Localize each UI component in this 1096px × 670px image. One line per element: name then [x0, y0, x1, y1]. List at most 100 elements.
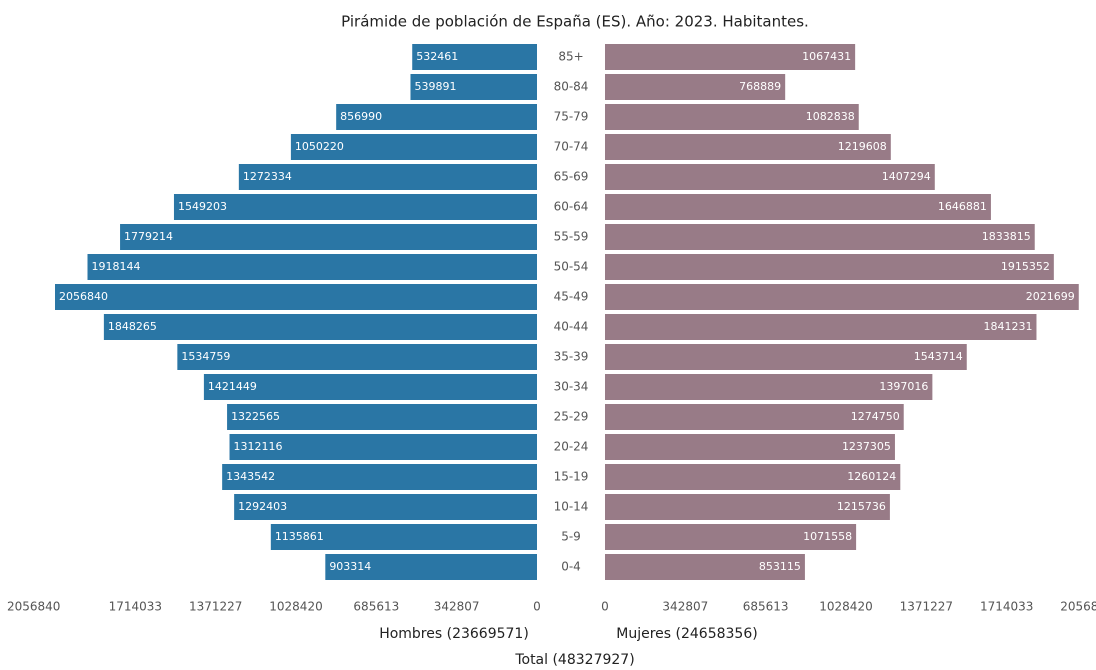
value-label: 1918144: [92, 260, 141, 273]
category-label: 5-9: [561, 530, 581, 544]
value-label: 768889: [739, 80, 781, 93]
category-label: 80-84: [554, 80, 589, 94]
category-label: 55-59: [554, 230, 589, 244]
bar-left: [222, 464, 537, 490]
bar-left: [203, 374, 537, 400]
bar-right: [605, 314, 1037, 340]
value-label: 1312116: [234, 440, 283, 453]
category-label: 15-19: [554, 470, 589, 484]
x-tick-label: 685613: [743, 600, 789, 614]
category-label: 20-24: [554, 440, 589, 454]
value-label: 856990: [340, 110, 382, 123]
value-label: 1646881: [938, 200, 987, 213]
category-label: 10-14: [554, 500, 589, 514]
value-label: 853115: [759, 560, 801, 573]
bar-right: [605, 224, 1035, 250]
value-label: 532461: [416, 50, 458, 63]
category-label: 25-29: [554, 410, 589, 424]
bar-right: [605, 134, 891, 160]
value-label: 1237305: [842, 440, 891, 453]
value-label: 1272334: [243, 170, 292, 183]
bar-right: [605, 254, 1054, 280]
bar-left: [229, 434, 537, 460]
bar-left: [270, 524, 537, 550]
x-tick-label: 1714033: [980, 600, 1033, 614]
bar-left: [55, 284, 537, 310]
value-label: 2021699: [1026, 290, 1075, 303]
category-label: 60-64: [554, 200, 589, 214]
value-label: 1397016: [879, 380, 928, 393]
value-label: 1543714: [914, 350, 963, 363]
bar-right: [605, 74, 786, 100]
value-label: 1292403: [238, 500, 287, 513]
bar-left: [177, 344, 538, 370]
value-label: 1421449: [208, 380, 257, 393]
value-label: 1833815: [982, 230, 1031, 243]
value-label: 1534759: [181, 350, 230, 363]
x-tick-label: 1371227: [189, 600, 242, 614]
bar-right: [605, 194, 991, 220]
value-label: 1067431: [802, 50, 851, 63]
bar-right: [605, 404, 904, 430]
category-label: 35-39: [554, 350, 589, 364]
value-label: 1050220: [295, 140, 344, 153]
bar-left: [238, 164, 537, 190]
value-label: 1915352: [1001, 260, 1050, 273]
value-label: 1135861: [275, 530, 324, 543]
x-tick-label: 0: [601, 600, 609, 614]
value-label: 2056840: [59, 290, 108, 303]
x-tick-label: 1714033: [109, 600, 162, 614]
bar-right: [605, 494, 890, 520]
value-label: 1219608: [838, 140, 887, 153]
x-tick-label: 1028420: [269, 600, 322, 614]
value-label: 1343542: [226, 470, 275, 483]
bar-right: [605, 104, 859, 130]
bar-left: [290, 134, 537, 160]
bar-left: [173, 194, 537, 220]
x-tick-label: 2056840: [1060, 600, 1096, 614]
value-label: 1082838: [806, 110, 855, 123]
category-label: 65-69: [554, 170, 589, 184]
value-label: 1848265: [108, 320, 157, 333]
category-label: 0-4: [561, 560, 581, 574]
value-label: 1779214: [124, 230, 173, 243]
category-label: 45-49: [554, 290, 589, 304]
bar-right: [605, 524, 857, 550]
legend-left: Hombres (23669571): [379, 626, 529, 642]
bar-left: [412, 44, 537, 70]
value-label: 1260124: [847, 470, 896, 483]
bar-right: [605, 284, 1079, 310]
category-label: 50-54: [554, 260, 589, 274]
category-label: 40-44: [554, 320, 589, 334]
bar-right: [605, 164, 935, 190]
bar-right: [605, 464, 901, 490]
value-label: 1841231: [983, 320, 1032, 333]
bar-right: [605, 44, 856, 70]
x-tick-label: 1371227: [900, 600, 953, 614]
category-label: 30-34: [554, 380, 589, 394]
value-label: 1322565: [231, 410, 280, 423]
bar-left: [103, 314, 538, 340]
category-label: 75-79: [554, 110, 589, 124]
bar-right: [605, 374, 933, 400]
category-label: 70-74: [554, 140, 589, 154]
x-tick-label: 342807: [662, 600, 708, 614]
bar-left: [325, 554, 537, 580]
bar-right: [605, 344, 967, 370]
bar-right: [605, 554, 805, 580]
category-label: 85+: [558, 50, 583, 64]
value-label: 903314: [329, 560, 371, 573]
value-label: 1274750: [851, 410, 900, 423]
x-tick-label: 685613: [353, 600, 399, 614]
value-label: 1215736: [837, 500, 886, 513]
x-axis-label: Total (48327927): [514, 652, 634, 668]
bar-left: [120, 224, 537, 250]
x-tick-label: 1028420: [819, 600, 872, 614]
bar-left: [234, 494, 537, 520]
bar-left: [87, 254, 538, 280]
value-label: 1549203: [178, 200, 227, 213]
x-tick-label: 2056840: [7, 600, 60, 614]
value-label: 539891: [414, 80, 456, 93]
value-label: 1071558: [803, 530, 852, 543]
